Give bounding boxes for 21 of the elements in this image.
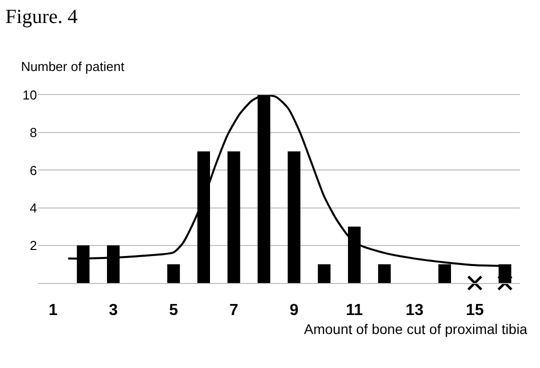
x-tick-label: 5 — [169, 302, 178, 320]
x-tick-label: 13 — [406, 302, 424, 320]
y-tick-label: 8 — [30, 125, 37, 140]
x-tick-label: 9 — [290, 302, 299, 320]
bar — [288, 151, 300, 283]
bar — [227, 151, 240, 283]
x-tick-label: 1 — [48, 302, 58, 320]
y-tick-label: 6 — [30, 162, 37, 178]
bar — [167, 264, 180, 283]
y-tick-label: 4 — [30, 200, 37, 216]
x-tick-label: 3 — [108, 302, 118, 320]
x-tick-label: 15 — [466, 302, 484, 320]
x-axis-title: Amount of bone cut of proximal tibia — [304, 321, 528, 337]
y-tick-label: 10 — [22, 88, 37, 103]
bar — [378, 264, 391, 283]
x-tick-label: 11 — [346, 302, 363, 320]
y-axis-title: Number of patient — [21, 59, 125, 74]
chart-title: Figure. 4 — [5, 6, 78, 28]
x-tick-label: 7 — [229, 302, 238, 320]
bar — [318, 264, 331, 283]
y-tick-label: 2 — [30, 238, 37, 253]
